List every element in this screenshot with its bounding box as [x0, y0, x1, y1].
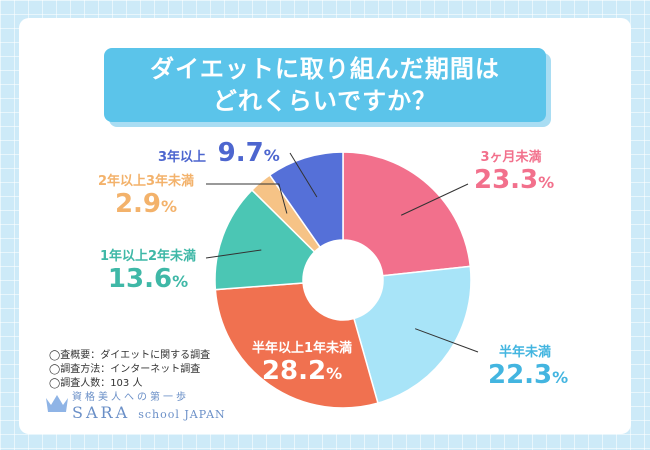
slice-value: 2.9 [114, 189, 162, 219]
slice-unit: % [161, 197, 178, 216]
slice-name: 半年未満 [498, 345, 551, 360]
slice-name: 3ヶ月未満 [480, 150, 542, 165]
leader-line [205, 249, 262, 259]
note-summary: ◯査概要：ダイエットに関する調査 [49, 350, 211, 361]
slice-value: 13.6 [107, 264, 173, 294]
slice-value: 22.3 [488, 360, 553, 390]
label-3-years-plus: 3年以上 9.7% [158, 138, 280, 168]
label-1-to-2-years: 1年以上2年未満 13.6% [92, 245, 204, 294]
crown-logo-icon [46, 395, 68, 412]
slice-name: 1年以上2年未満 [99, 249, 197, 264]
slice-3-years-plus [268, 151, 344, 249]
slice-name: 2年以上3年未満 [97, 174, 195, 189]
slice-value: 23.3 [474, 165, 539, 195]
label-half-to-1-year: 半年以上1年未満 28.2% [243, 337, 361, 386]
slice-value: 9.7 [217, 138, 264, 168]
slice-1-to-2-years [214, 189, 316, 291]
leader-line [289, 152, 318, 198]
logo-tagline: 資格美人への第一歩 [72, 392, 189, 403]
logo-brand-rest: school JAPAN [138, 408, 226, 421]
title-line-1: ダイエットに取り組んだ期間は [150, 55, 500, 83]
label-3-months: 3ヶ月未満 23.3% [474, 146, 554, 195]
slice-unit: % [326, 364, 343, 383]
label-2-to-3-years: 2年以上3年未満 2.9% [88, 170, 204, 219]
slice-unit: % [172, 272, 189, 291]
note-method: ◯調査方法：インターネット調査 [49, 364, 201, 375]
leader-line [400, 183, 469, 216]
leader-line [206, 183, 288, 214]
title-line-2: どれくらいですか？ [212, 87, 438, 115]
chart-title: ダイエットに取り組んだ期間は どれくらいですか？ [104, 48, 546, 122]
slice-half-year [352, 265, 472, 405]
slice-name: 半年以上1年未満 [251, 341, 353, 356]
slice-unit: % [552, 368, 569, 387]
leader-line [414, 328, 479, 353]
slice-name: 3年以上 [158, 150, 207, 165]
slice-unit: % [263, 146, 280, 165]
brand-logo: 資格美人への第一歩 SARA school JAPAN [72, 388, 226, 422]
note-respondents: ◯調査人数：103 人 [49, 378, 143, 389]
slice-unit: % [538, 173, 555, 192]
slice-half-to-1-year [214, 282, 379, 409]
label-half-year: 半年未満 22.3% [488, 341, 568, 390]
logo-brand: SARA [72, 403, 131, 422]
slice-value: 28.2 [261, 356, 327, 386]
slice-3-months [342, 151, 472, 277]
survey-notes: ◯査概要：ダイエットに関する調査 ◯調査方法：インターネット調査 ◯調査人数：1… [49, 349, 210, 391]
